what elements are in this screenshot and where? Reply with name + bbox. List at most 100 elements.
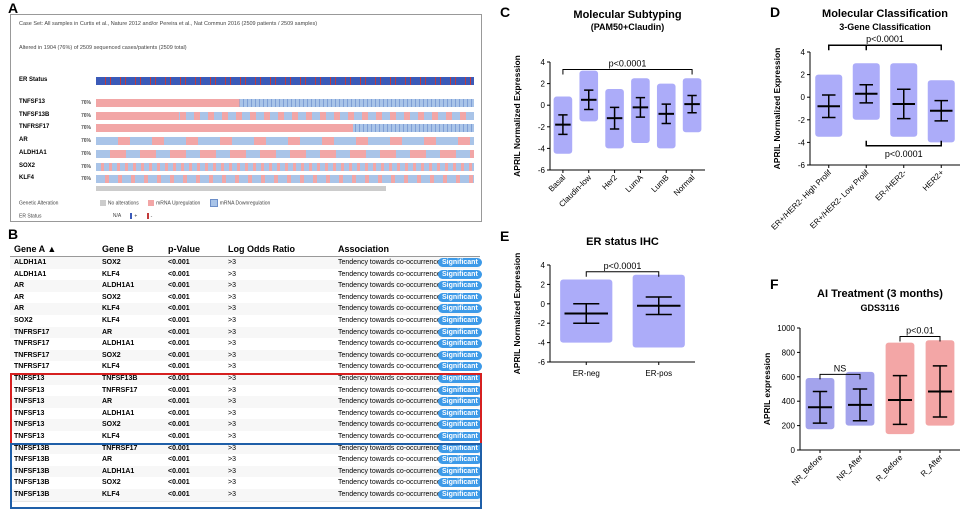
table-cell: <0.001 <box>168 259 190 266</box>
table-cell: Tendency towards co-occurrence <box>338 270 441 278</box>
badge: Significant <box>438 397 482 407</box>
legend-title: Genetic Alteration <box>19 200 59 207</box>
x-tick-label: LumB <box>650 173 671 194</box>
y-tick-label: -4 <box>538 339 546 348</box>
chip <box>209 199 218 207</box>
y-axis-label: APRIL Normalized Expression <box>772 48 782 170</box>
table-cell: AR <box>102 456 113 464</box>
y-tick-label: 4 <box>541 58 546 67</box>
table-cell: <0.001 <box>168 421 190 429</box>
table-cell: >3 <box>228 386 236 394</box>
table-cell: >3 <box>228 363 236 371</box>
table-cell: Tendency towards co-occurrence <box>338 293 441 301</box>
track-label: ER Status <box>19 77 48 83</box>
badge: Significant <box>438 304 482 314</box>
x-tick-label: NR_Before <box>790 453 825 488</box>
significance-bracket <box>585 271 660 277</box>
y-tick-label: -6 <box>538 358 546 367</box>
chip <box>148 200 155 206</box>
table-row: TNFSF13 TNFRSF17 <0.001 >3 Tendency towards … <box>10 384 482 398</box>
x-tick-label: Basal <box>547 173 568 194</box>
table-cell: ALDH1A1 <box>102 282 135 290</box>
gene-pct: 76% <box>81 100 92 106</box>
y-tick-label: -2 <box>538 319 546 328</box>
table-cell: SOX2 <box>102 259 121 266</box>
table-cell: Tendency towards co-occurrence <box>338 444 441 452</box>
table-cell: Tendency towards co-occurrence <box>338 421 441 429</box>
table-cell: Tendency towards co-occurrence <box>338 386 441 394</box>
table-cell: <0.001 <box>168 409 190 417</box>
table-cell: TNFSF13 <box>14 421 45 429</box>
badge: Significant <box>438 432 482 441</box>
table-cell: TNFSF13 <box>14 398 45 406</box>
badge: Significant <box>438 455 482 465</box>
table-cell: TNFSF13 <box>14 375 45 382</box>
table-row: AR ALDH1A1 <0.001 >3 Tendency towards co-occ… <box>10 280 482 293</box>
panel-label: C <box>500 4 511 20</box>
y-tick-label: 800 <box>782 348 796 357</box>
chart-title: ER status IHC <box>586 236 659 248</box>
gene-pct: 76% <box>81 150 92 157</box>
legend-item: - <box>150 213 153 220</box>
gene-pct: 76% <box>81 176 92 183</box>
table-header: Gene A ▲ Gene B p-Value Log Odds Ratio Assoc… <box>10 242 480 257</box>
badge: Significant <box>438 316 482 325</box>
gene-track <box>96 175 474 184</box>
table-cell: <0.001 <box>168 293 190 301</box>
y-tick-label: -6 <box>538 166 546 175</box>
chip <box>99 200 106 206</box>
x-tick-label: Her2 <box>600 173 619 192</box>
x-tick-label: ER-/HER2- <box>874 168 909 203</box>
table-cell: >3 <box>228 491 236 498</box>
y-axis-label: APRIL Normalized Expression <box>512 253 522 375</box>
table-cell: >3 <box>228 351 236 359</box>
table-cell: Tendency towards co-occurrence <box>338 317 441 324</box>
badge: Significant <box>438 466 482 476</box>
legend-item: mRNA Downregulation <box>219 200 271 207</box>
gene-label: SOX2 <box>19 162 36 169</box>
table-row: TNFSF13 TNFSF13B <0.001 >3 Tendency towards … <box>10 373 482 386</box>
y-tick-label: 2 <box>801 71 806 80</box>
table-cell: TNFSF13B <box>14 456 50 464</box>
table-cell: <0.001 <box>168 328 190 336</box>
table-cell: Tendency towards co-occurrence <box>338 259 441 266</box>
x-tick-label: NR_After <box>835 453 865 483</box>
badge: Significant <box>438 443 482 453</box>
y-tick-label: 0 <box>791 446 796 455</box>
table-cell: SOX2 <box>102 293 121 301</box>
chart-subtitle: GDS3116 <box>860 303 899 313</box>
table-cell: >3 <box>228 375 236 382</box>
legend-item: mRNA Upregulation <box>156 200 201 207</box>
y-tick-label: -6 <box>798 161 806 170</box>
badge: Significant <box>438 269 482 279</box>
significance-label: NS <box>834 363 847 373</box>
table-cell: ALDH1A1 <box>102 340 135 348</box>
table-cell: <0.001 <box>168 433 190 440</box>
significance-label: p<0.0001 <box>866 34 904 44</box>
table-cell: >3 <box>228 456 236 464</box>
table-cell: <0.001 <box>168 456 190 464</box>
y-tick-label: -2 <box>798 116 806 125</box>
badge: Significant <box>438 408 482 418</box>
table-cell: <0.001 <box>168 479 190 487</box>
table-cell: >3 <box>228 293 236 301</box>
table-cell: AR <box>102 328 113 336</box>
table-cell: Tendency towards co-occurrence <box>338 340 441 348</box>
table-cell: AR <box>14 282 25 290</box>
gene-label: KLF4 <box>19 175 34 182</box>
x-tick-label: LumA <box>624 173 646 195</box>
badge: Significant <box>438 292 482 302</box>
altered-text: Altered in 1904 (76%) of 2509 sequenced … <box>19 45 187 51</box>
table-cell: TNFRSF17 <box>102 386 138 394</box>
table-cell: SOX2 <box>102 479 121 487</box>
significance-bracket <box>819 373 861 380</box>
gene-track <box>96 99 474 107</box>
y-tick-label: 0 <box>541 300 546 309</box>
chart-subtitle: 3-Gene Classification <box>839 22 931 32</box>
table-cell: TNFRSF17 <box>14 351 50 359</box>
table-cell: AR <box>14 293 25 301</box>
table-cell: TNFRSF17 <box>14 328 50 336</box>
x-tick-label: ER-neg <box>573 369 600 378</box>
table-cell: <0.001 <box>168 351 190 359</box>
table-cell: Tendency towards co-occurrence <box>338 363 441 371</box>
